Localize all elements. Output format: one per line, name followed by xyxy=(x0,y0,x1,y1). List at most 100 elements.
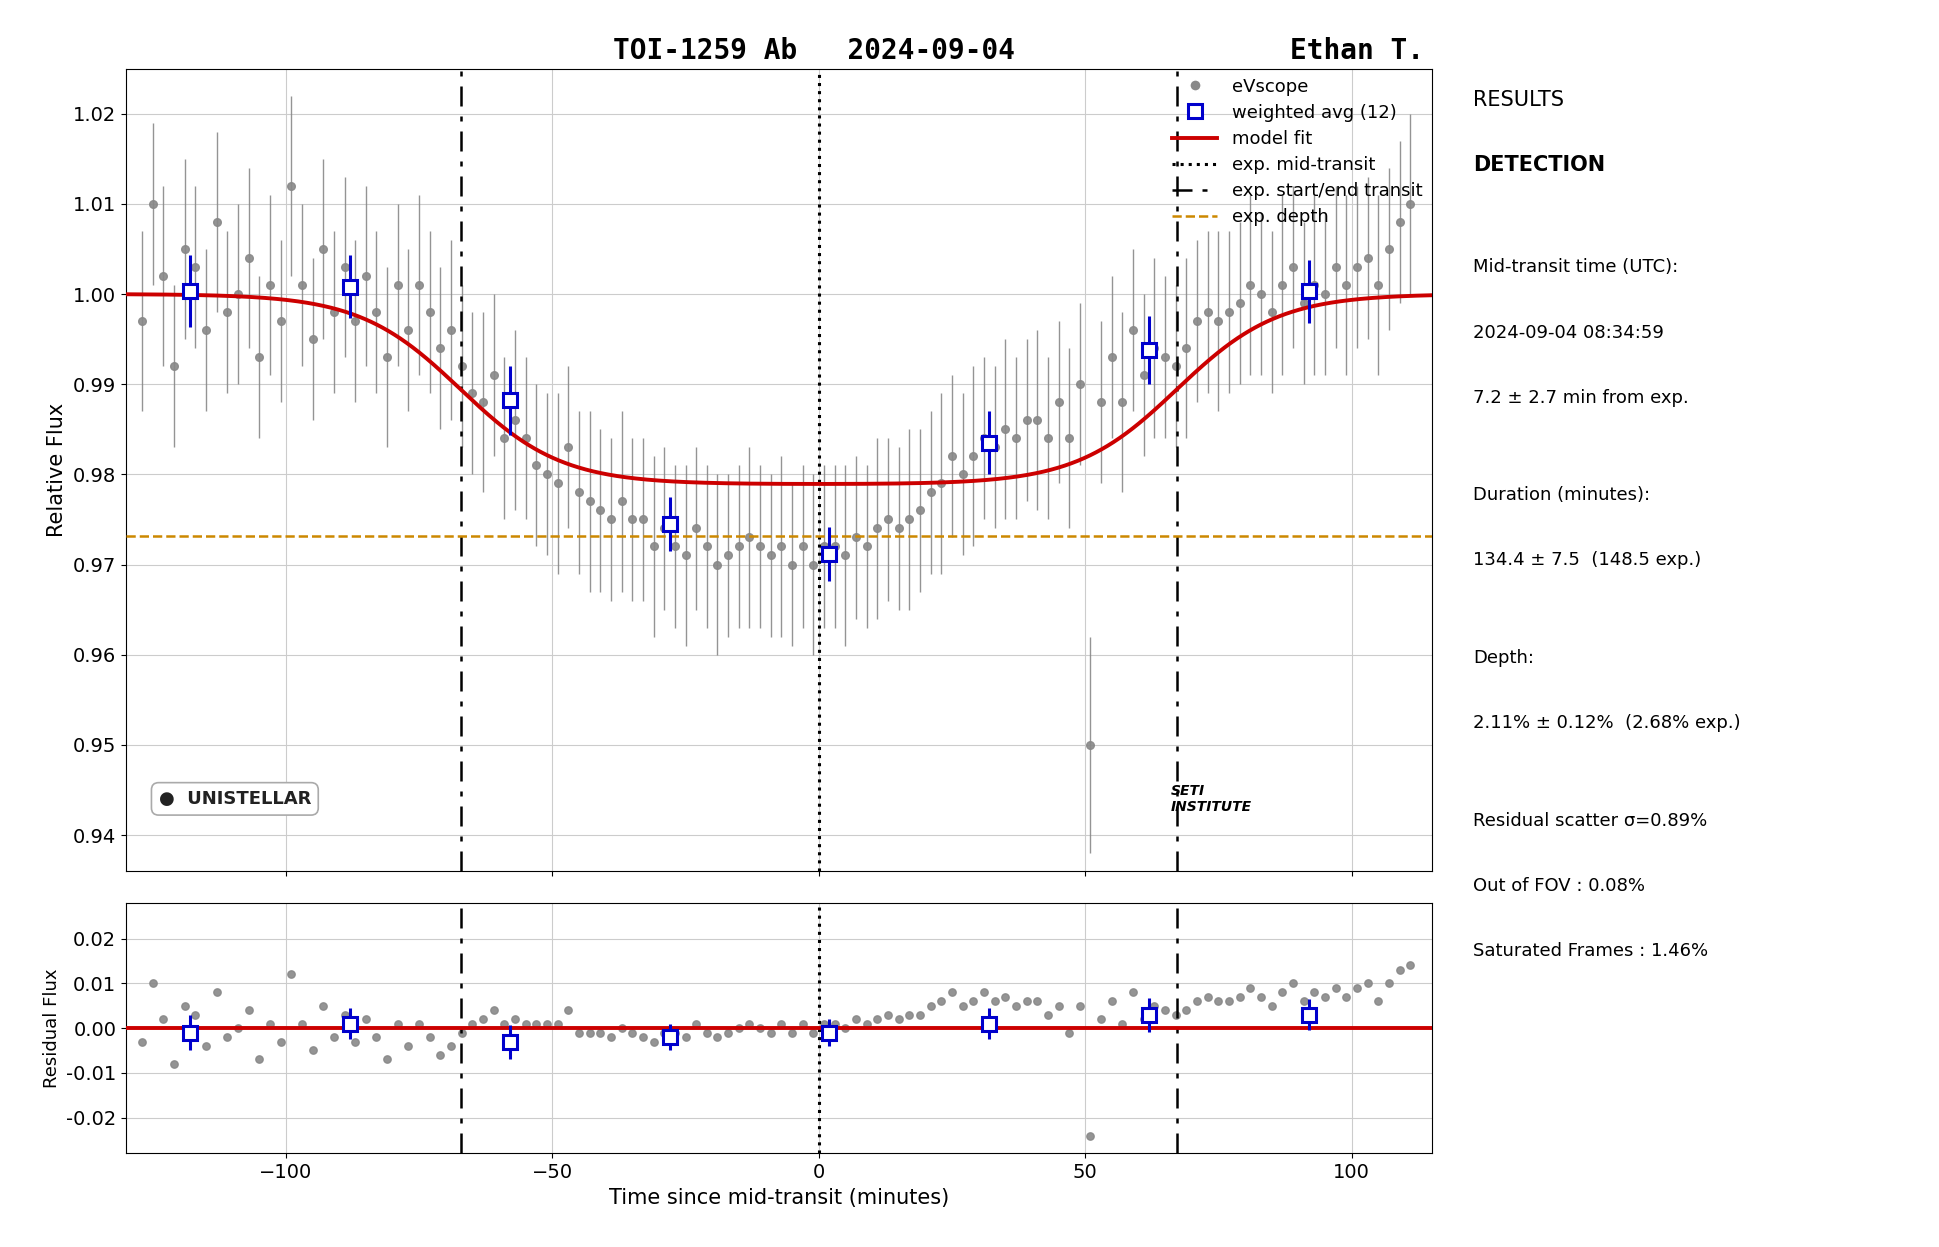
Point xyxy=(169,995,200,1015)
Point xyxy=(958,991,989,1011)
Point xyxy=(659,1023,690,1042)
Point xyxy=(692,1023,723,1042)
Point xyxy=(650,1023,681,1042)
Point xyxy=(1065,995,1096,1015)
Legend: eVscope, weighted avg (12), model fit, exp. mid-transit, exp. start/end transit,: eVscope, weighted avg (12), model fit, e… xyxy=(1173,77,1423,226)
Point xyxy=(330,1005,361,1025)
Point xyxy=(1224,986,1255,1006)
Point xyxy=(287,1014,318,1034)
Point xyxy=(745,1018,776,1038)
Point xyxy=(543,1014,574,1034)
Text: TOI-1259 Ab   2024-09-04: TOI-1259 Ab 2024-09-04 xyxy=(613,37,1016,65)
Point xyxy=(266,1031,297,1051)
Point xyxy=(1235,978,1266,998)
Point xyxy=(1074,1126,1105,1146)
Point xyxy=(1330,986,1361,1006)
Point xyxy=(1266,983,1297,1003)
Point xyxy=(553,1000,584,1020)
Y-axis label: Residual Flux: Residual Flux xyxy=(43,969,60,1087)
Point xyxy=(1181,991,1212,1011)
Point xyxy=(500,1009,531,1029)
Point xyxy=(882,1009,913,1029)
Point xyxy=(211,1028,242,1047)
Point xyxy=(1309,986,1340,1006)
Point xyxy=(946,995,977,1015)
Point xyxy=(937,983,968,1003)
Point xyxy=(1245,986,1276,1006)
Point xyxy=(436,1036,467,1056)
Point xyxy=(1171,1000,1202,1020)
Point xyxy=(735,1014,766,1034)
Text: SETI
INSTITUTE: SETI INSTITUTE xyxy=(1171,784,1251,814)
Point xyxy=(394,1036,425,1056)
Text: Depth:: Depth: xyxy=(1474,648,1534,667)
Point xyxy=(787,1014,818,1034)
Point xyxy=(147,1009,178,1029)
Point xyxy=(510,1014,541,1034)
Point xyxy=(297,1040,328,1060)
Point xyxy=(351,1009,382,1029)
Point xyxy=(467,1009,498,1029)
Y-axis label: Relative Flux: Relative Flux xyxy=(47,403,68,537)
Text: 134.4 ± 7.5  (148.5 exp.): 134.4 ± 7.5 (148.5 exp.) xyxy=(1474,551,1702,570)
Point xyxy=(702,1028,733,1047)
Point xyxy=(1202,991,1233,1011)
Point xyxy=(638,1031,669,1051)
Point xyxy=(904,1005,935,1025)
Point xyxy=(479,1000,510,1020)
Point xyxy=(1299,983,1330,1003)
Point xyxy=(275,964,306,984)
Point xyxy=(1342,978,1373,998)
Text: RESULTS: RESULTS xyxy=(1474,90,1565,110)
Point xyxy=(766,1014,797,1034)
Point xyxy=(723,1018,754,1038)
Point xyxy=(1096,991,1127,1011)
Point xyxy=(233,1000,264,1020)
Point xyxy=(797,1023,828,1042)
Point xyxy=(223,1018,254,1038)
Text: 2024-09-04 08:34:59: 2024-09-04 08:34:59 xyxy=(1474,323,1664,342)
Point xyxy=(458,1014,489,1034)
Point xyxy=(778,1023,809,1042)
X-axis label: Time since mid-transit (minutes): Time since mid-transit (minutes) xyxy=(609,1187,948,1208)
Point xyxy=(681,1014,712,1034)
Point xyxy=(628,1028,659,1047)
Point xyxy=(1022,991,1053,1011)
Point xyxy=(1192,986,1224,1006)
Point xyxy=(979,991,1010,1011)
Point xyxy=(1278,974,1309,994)
Point xyxy=(1150,1000,1181,1020)
Point xyxy=(522,1014,553,1034)
Point xyxy=(714,1023,745,1042)
Point xyxy=(403,1014,434,1034)
Point xyxy=(382,1014,413,1034)
Point xyxy=(607,1018,638,1038)
Point xyxy=(425,1045,456,1065)
Point xyxy=(202,983,233,1003)
Text: Duration (minutes):: Duration (minutes): xyxy=(1474,486,1650,504)
Point xyxy=(861,1009,892,1029)
Point xyxy=(818,1014,849,1034)
Point xyxy=(489,1014,520,1034)
Point xyxy=(244,1050,275,1070)
Text: 2.11% ± 0.12%  (2.68% exp.): 2.11% ± 0.12% (2.68% exp.) xyxy=(1474,715,1741,732)
Point xyxy=(595,1028,626,1047)
Point xyxy=(415,1028,446,1047)
Point xyxy=(446,1023,477,1042)
Point xyxy=(1117,983,1148,1003)
Point xyxy=(138,974,169,994)
Point xyxy=(1287,991,1319,1011)
Point xyxy=(574,1023,605,1042)
Text: Residual scatter σ=0.89%: Residual scatter σ=0.89% xyxy=(1474,812,1708,829)
Point xyxy=(968,983,999,1003)
Point xyxy=(1086,1009,1117,1029)
Point xyxy=(1053,1023,1084,1042)
Point xyxy=(851,1014,882,1034)
Point xyxy=(126,1031,157,1051)
Point xyxy=(1394,955,1425,975)
Point xyxy=(1128,1009,1160,1029)
Point xyxy=(1384,960,1415,980)
Text: Ethan T.: Ethan T. xyxy=(1289,37,1425,65)
Text: Mid-transit time (UTC):: Mid-transit time (UTC): xyxy=(1474,258,1679,277)
Point xyxy=(586,1023,617,1042)
